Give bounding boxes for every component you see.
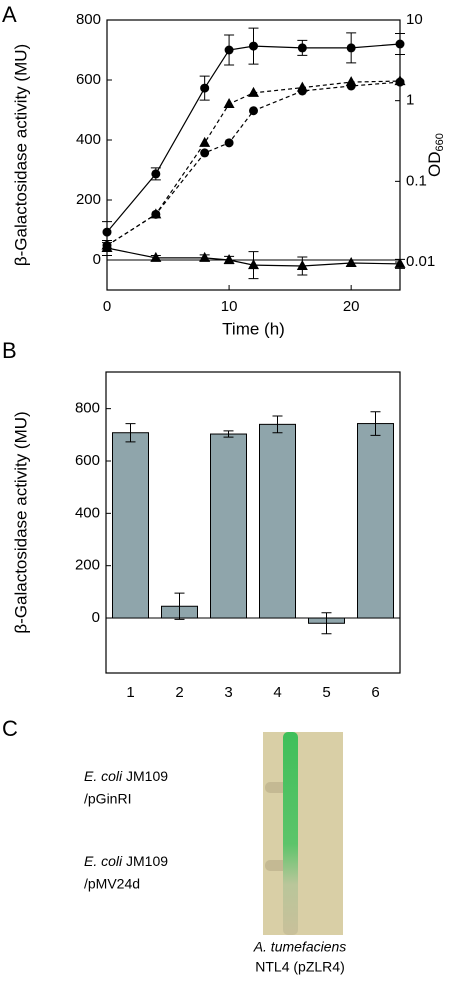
y2-tick-label: 0.01 <box>406 253 435 270</box>
y-tick-label: 200 <box>76 191 101 208</box>
strain: JM109 <box>122 853 168 869</box>
plot-frame <box>105 371 401 674</box>
x-tick-label: 1 <box>126 684 134 701</box>
y2-tick-label: 10 <box>406 11 423 28</box>
bar <box>210 433 247 619</box>
y-tick-label: 400 <box>75 504 100 521</box>
data-point <box>224 45 234 55</box>
bar <box>357 423 394 619</box>
data-point <box>150 251 162 262</box>
data-point <box>248 86 259 97</box>
error-bar <box>321 612 332 635</box>
data-point <box>394 257 406 268</box>
x-axis-label: Time (h) <box>222 319 285 338</box>
data-point <box>150 208 162 219</box>
plot-frame <box>106 19 401 291</box>
data-point <box>223 254 235 264</box>
panel-label: A <box>2 2 17 27</box>
panel-label: B <box>2 338 17 363</box>
y-tick-label: 0 <box>92 609 100 626</box>
y-tick-label: 600 <box>75 452 100 469</box>
plasmid: /pGinRI <box>84 791 131 807</box>
data-point <box>248 259 259 270</box>
plate-photo <box>263 732 343 935</box>
reporter-strain: NTL4 (pZLR4) <box>255 959 344 975</box>
lane-label: E. coli JM109 <box>84 768 168 784</box>
strain: JM109 <box>122 768 168 784</box>
y-tick-label: 600 <box>76 71 101 88</box>
data-point <box>296 81 308 92</box>
y2-axis-label: OD660 <box>425 133 445 177</box>
data-point <box>249 41 258 51</box>
y2-tick-label: 1 <box>406 92 414 109</box>
x-tick-label: 20 <box>343 298 360 315</box>
error-bar <box>370 411 381 436</box>
data-point <box>199 136 211 147</box>
y-tick-label: 800 <box>76 11 101 28</box>
lane-label: E. coli JM109 <box>84 853 168 869</box>
species: E. coli <box>84 768 123 784</box>
x-tick-label: 3 <box>224 684 232 701</box>
data-point <box>249 106 258 116</box>
reporter-species: A. tumefaciens <box>253 939 347 955</box>
species: E. coli <box>84 853 123 869</box>
data-point <box>346 43 356 53</box>
data-point <box>395 39 405 49</box>
x-tick-label: 6 <box>371 684 379 701</box>
error-bar <box>223 430 234 438</box>
plasmid: /pMV24d <box>84 876 140 892</box>
series-line <box>106 43 401 233</box>
series-line <box>106 247 401 267</box>
panel-label: C <box>2 716 18 741</box>
data-point <box>101 239 113 250</box>
data-point <box>345 257 357 267</box>
x-tick-label: 4 <box>273 684 281 701</box>
x-tick-label: 0 <box>103 298 111 315</box>
data-point <box>199 251 211 262</box>
data-point <box>345 76 357 87</box>
data-point <box>297 43 307 53</box>
error-bar <box>125 423 136 443</box>
y2-axis-label-main: OD <box>425 151 444 177</box>
x-tick-label: 2 <box>175 684 183 701</box>
y-axis-label: β-Galactosidase activity (MU) <box>11 44 30 266</box>
y2-axis-label-sub: 660 <box>434 133 446 151</box>
y2-tick-label: 0.1 <box>406 172 427 189</box>
error-bar <box>272 415 283 434</box>
data-point <box>200 83 210 93</box>
error-bar <box>174 592 185 620</box>
series-line <box>106 80 401 247</box>
y-axis-label: β-Galactosidase activity (MU) <box>11 411 30 633</box>
data-point <box>224 138 234 148</box>
series-line <box>106 81 401 247</box>
y-tick-label: 400 <box>76 131 101 148</box>
y-tick-label: 200 <box>75 557 100 574</box>
data-point <box>200 148 210 158</box>
x-tick-label: 10 <box>221 298 238 315</box>
bar <box>112 432 149 619</box>
y-tick-label: 800 <box>75 400 100 417</box>
data-point <box>394 75 406 86</box>
data-point <box>151 169 161 179</box>
y-tick-label: 0 <box>93 251 101 268</box>
x-tick-label: 5 <box>322 684 330 701</box>
data-point <box>296 260 308 270</box>
data-point <box>102 227 112 237</box>
data-point <box>223 97 235 108</box>
bar <box>259 423 296 619</box>
